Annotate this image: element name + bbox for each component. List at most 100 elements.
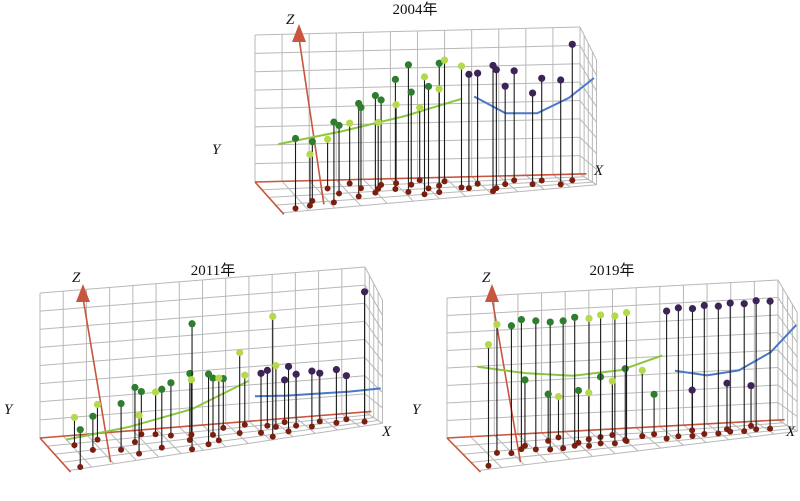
data-point <box>93 400 102 409</box>
ground-point <box>333 419 340 426</box>
ground-point <box>421 191 428 198</box>
ground-point <box>555 434 562 441</box>
data-point <box>726 299 734 307</box>
ground-point <box>508 450 515 457</box>
ground-point <box>269 433 276 440</box>
z-axis-line <box>298 37 325 205</box>
panel-2019: 2019年 Z Y X <box>412 262 798 473</box>
data-point <box>714 302 722 310</box>
ground-point <box>71 442 78 449</box>
ground-point <box>189 446 196 453</box>
grid-line <box>69 422 383 471</box>
data-point <box>621 365 629 373</box>
ground-point <box>272 423 279 430</box>
data-point <box>611 312 619 320</box>
grid-line <box>282 184 597 214</box>
ground-point <box>511 177 518 184</box>
data-point <box>650 390 658 398</box>
data-point <box>404 61 413 69</box>
data-point <box>473 69 482 77</box>
ground-point <box>158 444 165 451</box>
ground-point <box>138 431 145 438</box>
data-point <box>585 314 593 323</box>
ground-point <box>215 437 222 444</box>
ground-point <box>336 190 343 197</box>
ground-point <box>308 423 315 430</box>
data-point <box>135 411 143 419</box>
z-axis-arrow <box>76 284 90 302</box>
data-point <box>272 361 280 370</box>
data-point <box>131 383 139 392</box>
grid <box>39 266 383 471</box>
data-point <box>501 82 509 90</box>
ground-point <box>689 433 696 440</box>
data-point <box>544 390 552 398</box>
y-axis-line <box>446 437 482 473</box>
ground-point <box>220 424 227 431</box>
ground-point <box>306 202 313 209</box>
ground-point <box>416 177 423 184</box>
x-axis-label: X <box>381 424 392 440</box>
data-point <box>330 118 338 126</box>
ground-point <box>715 430 722 437</box>
data-point <box>766 297 774 305</box>
grid <box>254 26 597 214</box>
ground-point <box>425 185 432 192</box>
grid-line <box>39 302 366 330</box>
grid-line <box>478 430 798 471</box>
panel-title: 2019年 <box>589 262 634 279</box>
ground-point <box>405 188 412 195</box>
grid-line <box>254 118 581 128</box>
z-axis-arrow <box>485 284 499 302</box>
ground-point <box>753 426 760 433</box>
z-axis-label: Z <box>72 270 81 286</box>
data-point <box>391 75 399 83</box>
z-axis-arrow <box>292 24 306 42</box>
x-axis-line <box>446 418 785 439</box>
ground-point <box>152 431 159 438</box>
grid-line <box>446 297 779 316</box>
ground-point <box>586 442 593 449</box>
data-point <box>585 389 593 397</box>
data-point <box>557 76 565 84</box>
data-point <box>188 320 196 328</box>
grid-line <box>261 176 585 191</box>
ground-point <box>357 185 364 192</box>
data-point <box>435 59 443 67</box>
ground-point <box>675 433 682 440</box>
y-axis-line <box>39 437 72 473</box>
z-axis-label: Z <box>482 270 491 286</box>
ground-point <box>560 445 567 452</box>
data-point <box>528 89 537 97</box>
data-point <box>241 371 249 379</box>
ground-point <box>575 439 582 446</box>
panel-2004: 2004年 Z Y X <box>212 1 604 215</box>
data-point <box>316 369 324 377</box>
data-point <box>752 297 760 305</box>
ground-point <box>723 426 730 433</box>
ground-point <box>205 441 212 448</box>
data-point <box>559 317 567 325</box>
data-point <box>281 376 289 384</box>
data-point <box>342 372 350 380</box>
y-axis-label: Y <box>212 142 222 158</box>
data-point <box>597 311 605 319</box>
data-point <box>308 367 316 375</box>
ground-point <box>569 177 576 184</box>
data-point <box>622 308 631 317</box>
data-point <box>371 91 379 100</box>
grid-line <box>446 314 779 334</box>
grid-line <box>254 26 581 36</box>
data-point <box>215 374 223 382</box>
grid-line <box>275 181 593 206</box>
ground-point <box>77 463 84 470</box>
ground-point <box>585 436 592 443</box>
ground-point <box>209 431 216 438</box>
data-point <box>360 288 369 296</box>
data-point <box>332 365 340 374</box>
grid-line <box>446 367 779 386</box>
data-point <box>424 82 433 91</box>
data-point <box>263 366 271 374</box>
ground-point <box>281 419 288 426</box>
